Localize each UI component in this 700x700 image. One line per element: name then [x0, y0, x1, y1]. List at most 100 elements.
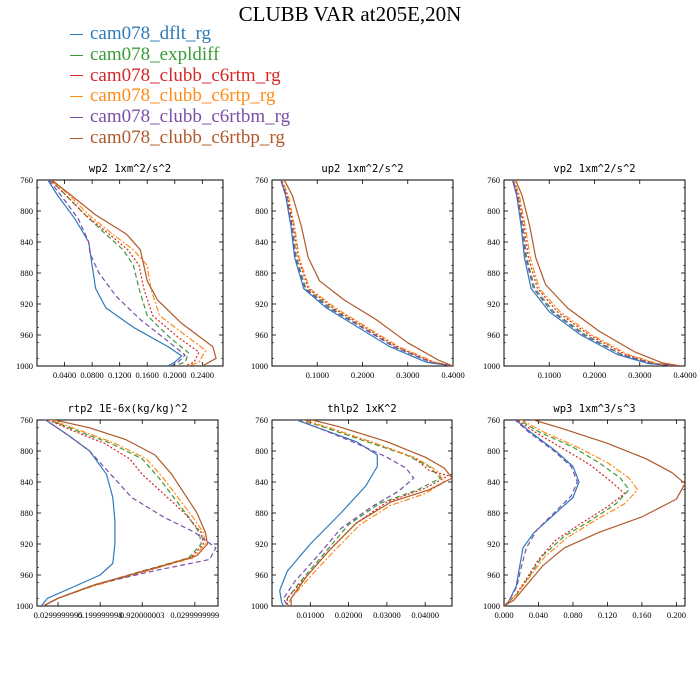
series-line [283, 180, 453, 366]
series-line [286, 420, 445, 606]
series-line [504, 420, 578, 606]
x-tick-label: 0.1000 [538, 370, 561, 380]
x-tick-label: 0.1200 [108, 370, 131, 380]
legend: cam078_dflt_rg cam078_expldiff cam078_cl… [70, 23, 291, 149]
x-tick-label: 0.2000 [583, 370, 606, 380]
chart-panel: wp3 1xm^3/s^3 760 800 840 880 920 960 10000.000… [483, 403, 686, 620]
chart-panel: vp2 1xm^2/s^2 760 800 840 880 920 960 1000 0.100… [483, 163, 697, 380]
series-line [280, 180, 453, 366]
y-tick-label: 960 [255, 330, 268, 340]
legend-label: cam078_expldiff [90, 43, 220, 65]
x-tick-label: 0.000 [494, 610, 513, 620]
y-tick-label: 760 [255, 175, 268, 185]
y-tick-label: 1000 [251, 361, 268, 371]
series-line [504, 420, 626, 606]
legend-label: cam078_dflt_rg [90, 23, 212, 44]
y-tick-label: 840 [255, 237, 268, 247]
x-tick-label: 0.120 [598, 610, 617, 620]
x-tick-label: 0.200 [667, 610, 686, 620]
legend-label: cam078_clubb_c6rtbp_rg [90, 126, 285, 148]
x-tick-label: 0.0400 [53, 370, 76, 380]
y-tick-label: 1000 [483, 361, 500, 371]
page-title: CLUBB VAR at205E,20N [238, 2, 462, 26]
y-tick-label: 920 [20, 299, 33, 309]
y-tick-label: 880 [255, 268, 268, 278]
legend-label: cam078_clubb_c6rtbm_rg [90, 106, 291, 128]
x-tick-label: 0.0800 [80, 370, 103, 380]
y-tick-label: 840 [487, 237, 500, 247]
y-tick-label: 880 [255, 508, 268, 518]
legend-swatch [70, 54, 83, 56]
series-line [504, 420, 685, 606]
y-tick-label: 1000 [483, 601, 500, 611]
x-tick-label: 0.1600 [136, 370, 159, 380]
series-line [504, 420, 580, 606]
series-line [281, 180, 453, 366]
series-line [504, 420, 639, 606]
x-tick-label: 0.4000 [441, 370, 464, 380]
series-group [47, 180, 217, 366]
series-line [512, 180, 681, 366]
y-tick-label: 800 [487, 446, 500, 456]
series-line [511, 180, 681, 366]
legend-item: cam078_expldiff [70, 43, 290, 66]
series-group [280, 180, 453, 366]
y-tick-label: 800 [20, 206, 33, 216]
y-tick-label: 840 [20, 237, 33, 247]
y-tick-label: 960 [20, 570, 33, 580]
x-tick-label: 0.1000 [306, 370, 329, 380]
legend-item: cam078_dflt_rg [70, 23, 290, 45]
series-group [279, 420, 452, 606]
y-tick-label: 800 [487, 206, 500, 216]
x-tick-label: 0.040 [529, 610, 548, 620]
x-tick-label: 0.04000 [411, 610, 439, 620]
chart-title: vp2 1xm^2/s^2 [553, 163, 635, 175]
y-tick-label: 840 [255, 477, 268, 487]
x-tick-label: 0.0299999999 [170, 610, 219, 620]
series-line [43, 420, 217, 606]
series-line [49, 180, 190, 366]
y-tick-label: 800 [255, 446, 268, 456]
series-line [40, 420, 116, 606]
y-tick-label: 760 [255, 415, 268, 425]
chart-title: wp2 1xm^2/s^2 [89, 163, 171, 175]
series-line [50, 180, 217, 366]
chart-panel: thlp2 1xK^2 760 800 840 880 920 960 1000 0.01000… [251, 403, 453, 620]
y-tick-label: 840 [20, 477, 33, 487]
legend-label: cam078_clubb_c6rtm_rg [90, 64, 281, 86]
x-tick-label: 0.080 [563, 610, 582, 620]
y-tick-label: 920 [255, 539, 268, 549]
chart-panel: wp2 1xm^2/s^2 760 800 840 880 920 960 1000 0.040… [16, 163, 224, 380]
legend-swatch [70, 137, 83, 139]
series-line [513, 180, 681, 366]
y-tick-label: 760 [20, 415, 33, 425]
chart-title: thlp2 1xK^2 [327, 403, 397, 415]
series-line [280, 180, 453, 366]
series-line [49, 180, 200, 366]
series-line [43, 420, 209, 606]
x-tick-label: 0.3000 [396, 370, 419, 380]
y-tick-label: 920 [487, 299, 500, 309]
series-group [504, 420, 685, 606]
y-tick-label: 800 [255, 206, 268, 216]
series-line [279, 420, 378, 606]
series-line [48, 180, 186, 366]
x-tick-label: 0.01000 [296, 610, 324, 620]
y-tick-label: 960 [255, 570, 268, 580]
series-line [50, 180, 207, 366]
series-line [43, 420, 204, 606]
series-line [514, 180, 681, 366]
y-tick-label: 920 [487, 539, 500, 549]
x-tick-label: 0.199999998 [78, 610, 123, 620]
y-tick-label: 800 [20, 446, 33, 456]
y-tick-label: 960 [20, 330, 33, 340]
chart-panel: up2 1xm^2/s^2 760 800 840 880 920 960 1000 0.100… [251, 163, 465, 380]
legend-swatch [70, 96, 83, 98]
series-line [286, 420, 449, 606]
series-line [286, 420, 442, 606]
series-line [290, 420, 452, 606]
x-tick-label: 0.160 [632, 610, 651, 620]
y-tick-label: 960 [487, 330, 500, 340]
y-tick-label: 880 [487, 508, 500, 518]
